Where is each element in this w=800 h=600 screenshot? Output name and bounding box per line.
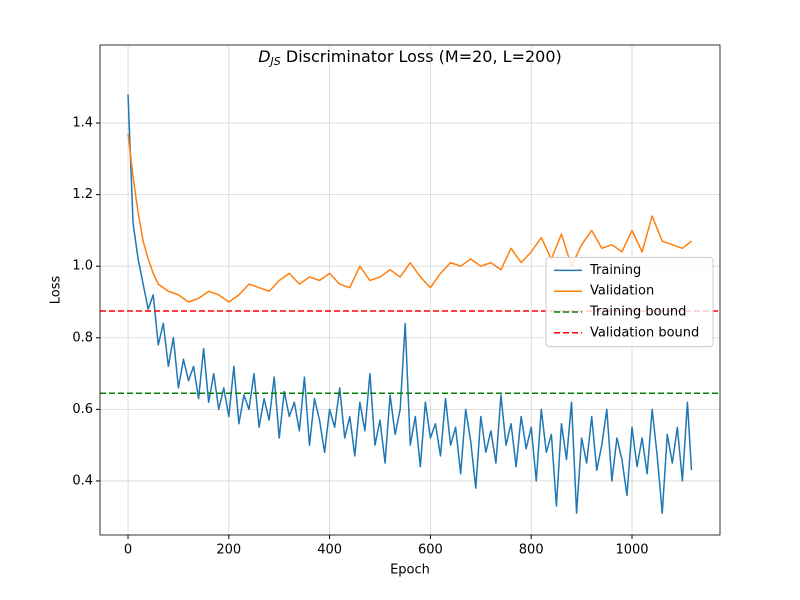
legend-label: Validation: [590, 284, 654, 299]
x-tick-label: 200: [216, 543, 241, 558]
y-tick-label: 0.8: [72, 330, 93, 345]
y-tick-label: 0.4: [72, 473, 93, 488]
series-line: [127, 133, 692, 303]
title-symbol: D: [258, 47, 270, 66]
legend-label: Training bound: [589, 305, 686, 320]
plot-frame: [99, 44, 721, 536]
x-tick-label: 0: [124, 543, 132, 558]
x-tick-label: 600: [418, 543, 443, 558]
y-tick-label: 1.2: [72, 187, 93, 202]
legend: Training Validation Training bound Validati…: [545, 256, 714, 348]
x-tick-label: 800: [519, 543, 544, 558]
y-tick-label: 1.0: [72, 259, 93, 274]
y-tick-label: 1.4: [72, 116, 93, 131]
x-tick-label: 1000: [615, 543, 648, 558]
y-tick-label: 0.6: [72, 402, 93, 417]
legend-box: [545, 256, 714, 348]
legend-label: Training: [589, 263, 641, 278]
legend-label: Validation bound: [590, 325, 699, 340]
chart-title: DJS Discriminator Loss (M=20, L=200): [258, 47, 562, 69]
x-axis-label: Epoch: [390, 563, 430, 578]
series-line: [127, 94, 693, 514]
title-text: Discriminator Loss (M=20, L=200): [281, 47, 562, 66]
x-tick-label: 400: [317, 543, 342, 558]
title-subscript: JS: [269, 55, 281, 68]
y-axis-label: Loss: [49, 276, 64, 305]
